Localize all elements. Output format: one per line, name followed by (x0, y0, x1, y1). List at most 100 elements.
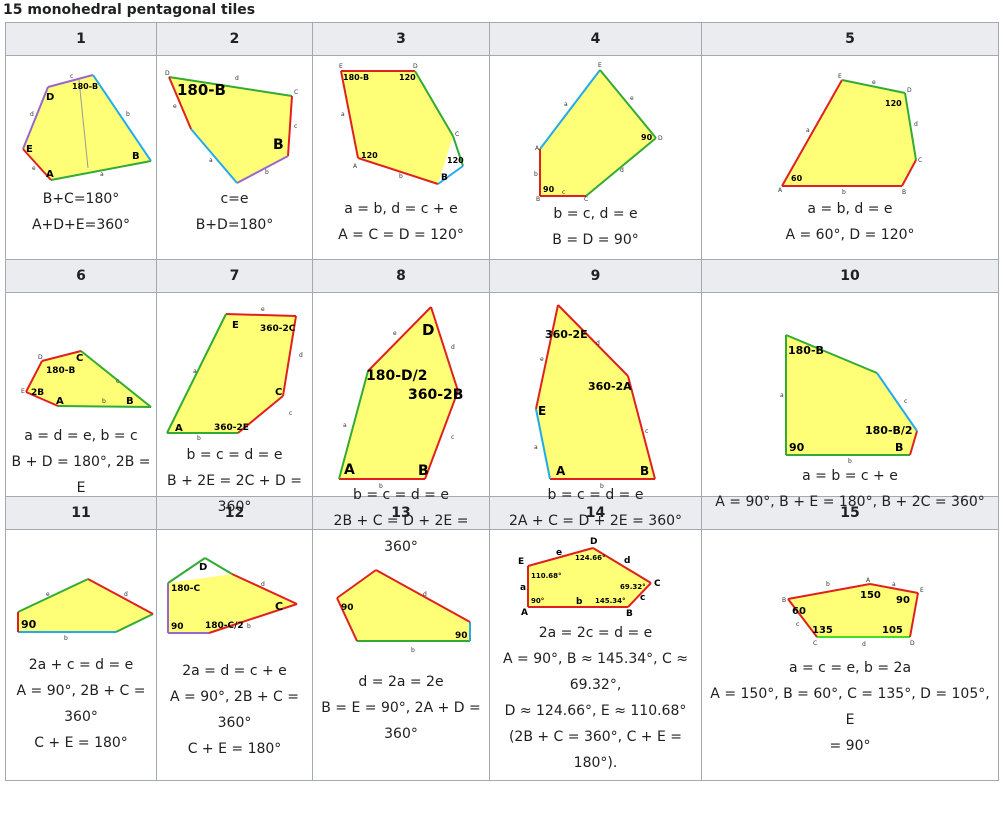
tile-number: 8 (312, 259, 490, 293)
tile-diagram: 90 b e d (17, 578, 154, 640)
vertex-label: D (38, 354, 43, 361)
tile-cell: D 180-B E A B a b c d e B+C=180° A+D+E=3… (5, 55, 157, 260)
edge-label: b (247, 623, 251, 630)
vertex-label: E (920, 587, 924, 594)
tile-diagram: D 180-B E A B a b c d e (22, 73, 152, 181)
edge-label: d (914, 121, 918, 128)
edge-label: b (102, 398, 106, 405)
vertex-label: D (413, 63, 418, 70)
angle-label: 69.32° (620, 583, 646, 591)
description-line: B = E = 90°, 2A + D = (321, 700, 481, 716)
tile-description: a = b = c + e A = 90°, B + E = 180°, B +… (702, 463, 998, 515)
angle-label: 180-C (171, 584, 201, 594)
description-line: 360° (217, 499, 252, 515)
edge-label: c (904, 398, 907, 405)
tile-row: 90 b e d 2a + c = d = e A = 90°, 2B + C … (5, 529, 999, 781)
vertex-label: D (46, 92, 54, 103)
edge-label: b (576, 597, 583, 607)
edge-label: c (562, 189, 565, 196)
vertex-label: B (626, 609, 633, 619)
angle-label: A (175, 423, 183, 434)
tile-diagram: 90° 145.34° 69.32° 124.66° 110.68° A B C… (518, 537, 661, 619)
edge-label: d (596, 340, 600, 347)
angle-label: 120 (361, 151, 378, 160)
angle-label: 145.34° (595, 597, 626, 605)
vertex-label: E (26, 144, 33, 155)
angle-label: 90 (789, 441, 805, 454)
tile-diagram: C 180-B 2B A B E D c b (21, 350, 152, 408)
tile-description: b = c = d = e 2B + C = D + 2E = 360° (313, 482, 489, 560)
angle-label: 150 (860, 590, 881, 601)
description-line: A = 60°, D = 120° (785, 227, 915, 243)
description-line: B + 2E = 2C + D = (167, 473, 302, 489)
tiles-table: 1 2 3 4 5 D 180-B E A B a b c d (5, 22, 999, 781)
angle-label: B (418, 463, 429, 479)
tile-diagram: 90 B 180-B/2 180-B b c a (780, 334, 918, 463)
vertex-label: D (907, 87, 912, 94)
angle-label: 180-D/2 (366, 368, 428, 384)
header-row: 11 12 13 14 15 (5, 496, 999, 530)
edge-label: b (848, 458, 852, 463)
description-line: a = b = c + e (802, 468, 898, 484)
description-line: A = 90°, B + E = 180°, B + 2C = 360° (715, 494, 985, 510)
angle-label: D (199, 562, 207, 573)
angle-label: 60 (792, 606, 806, 617)
tile-cell: A 360-2E C 360-2C E b a c d e b = c = d … (156, 292, 313, 515)
angle-label: 90 (21, 618, 37, 631)
tile-number: 13 (312, 496, 490, 530)
vertex-label: D (590, 537, 597, 547)
edge-label: a (892, 581, 896, 588)
edge-label: e (173, 103, 177, 110)
vertex-label: A (866, 577, 871, 584)
tile-number: 1 (5, 22, 157, 56)
edge-label: a (780, 392, 784, 399)
edge-label: e (46, 591, 50, 598)
angle-label: 90 (543, 185, 555, 194)
angle-label: A (556, 464, 566, 478)
edge-label: e (630, 95, 634, 102)
angle-label: 90 (455, 631, 468, 641)
edge-label: c (645, 428, 648, 435)
vertex-label: E (838, 73, 842, 80)
tile-diagram: 90 90 A E D C B a e d c b (534, 62, 663, 201)
angle-label: A (56, 396, 64, 407)
vertex-label: B (782, 597, 786, 604)
description-line: = 90° (829, 738, 871, 754)
tile-number: 12 (156, 496, 313, 530)
edge-label: d (261, 581, 265, 588)
vertex-label: B (536, 196, 540, 201)
tile-diagram: A B 360-2B D 180-D/2 b a c d e (338, 306, 463, 488)
tile-cell: 90 b e d 2a + c = d = e A = 90°, 2B + C … (5, 529, 157, 781)
tile-description: d = 2a = 2e B = E = 90°, 2A + D = 360° (313, 669, 489, 747)
edge-label: b (64, 635, 68, 640)
edge-label: d (299, 352, 303, 359)
angle-label: 360-2E (214, 423, 249, 433)
vertex-label: D (165, 70, 170, 77)
edge-label: d (620, 167, 624, 174)
description-line: B = D = 90° (552, 232, 639, 248)
angle-label: C (275, 600, 283, 613)
tile-cell: 90 90 A E D C B a e d c b b = c, d = e B… (489, 55, 702, 260)
description-line: d = 2a = 2e (358, 674, 444, 690)
vertex-label: C (584, 196, 588, 201)
description-line: 2B + C = D + 2E = 360° (333, 513, 469, 555)
tile-description: a = d = e, b = c B + D = 180°, 2B = E (6, 423, 156, 501)
tile-diagram: A B 360-2A 360-2E E b c d e a (534, 304, 656, 488)
vertex-label: C (918, 157, 922, 164)
tile-diagram: 90 90 b d (336, 569, 471, 654)
description-line: (2B + C = 360°, C + E = (508, 729, 683, 745)
edge-label: a (520, 583, 526, 593)
tile-number: 3 (312, 22, 490, 56)
angle-label: 360-2B (408, 387, 463, 403)
angle-label: B (273, 137, 284, 153)
tile-cell: 90 90 b d d = 2a = 2e B = E = 90°, 2A + … (312, 529, 490, 781)
description-line: 180°). (573, 755, 618, 771)
description-line: 360° (64, 709, 98, 725)
angle-label: E (232, 320, 239, 331)
tile-number: 11 (5, 496, 157, 530)
angle-label: 180-B (343, 73, 369, 82)
angle-label: 105 (882, 625, 903, 636)
vertex-label: C (294, 89, 298, 96)
angle-label: 180-B (788, 344, 824, 357)
description-line: 2a + c = d = e (28, 657, 134, 673)
